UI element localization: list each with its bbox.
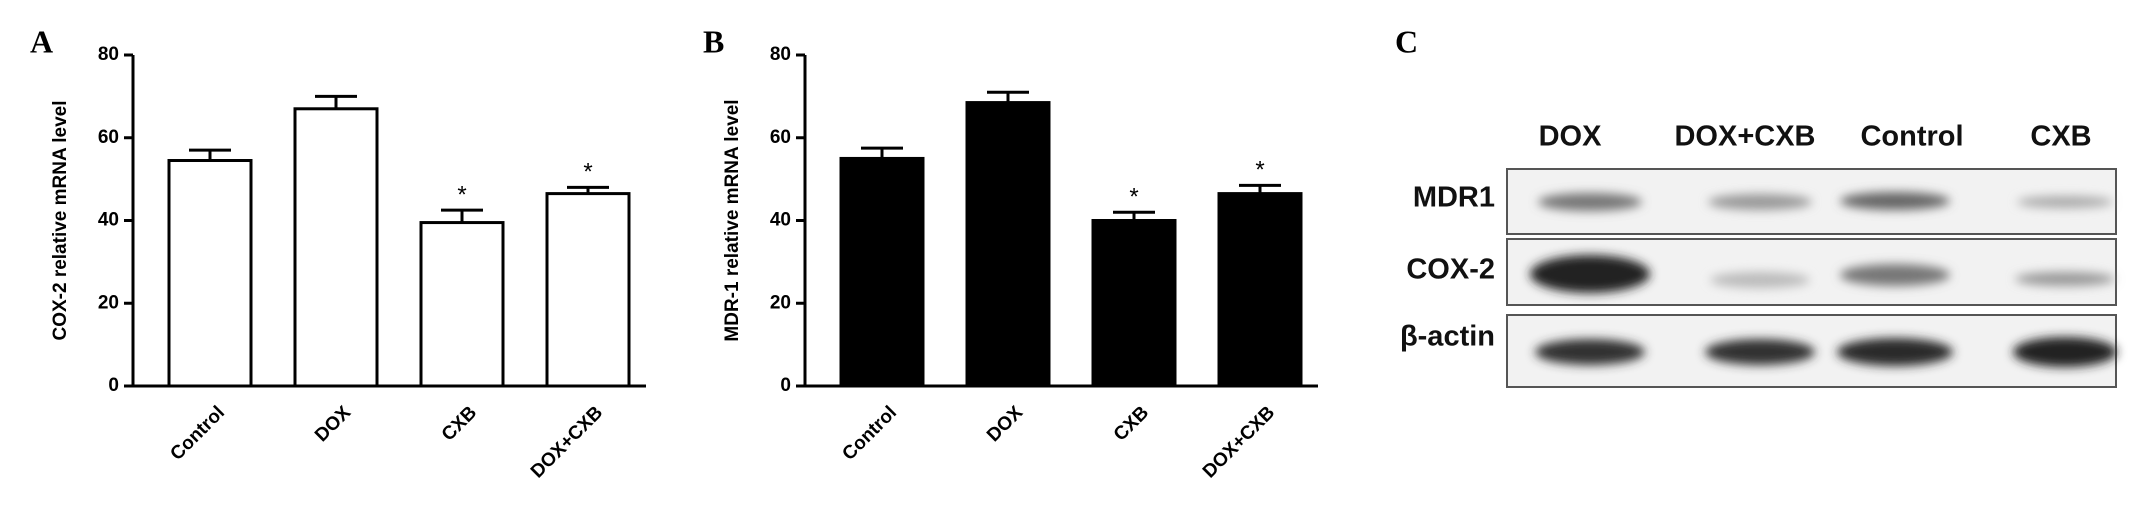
bar — [1217, 192, 1303, 388]
bar — [839, 156, 925, 388]
y-tick-label: 60 — [98, 127, 119, 148]
bar — [293, 107, 379, 388]
y-tick-label: 0 — [108, 375, 119, 396]
lane-label: CXB — [2030, 121, 2091, 153]
panel-label: A — [30, 23, 53, 59]
significance: * — [583, 159, 592, 186]
y-axis-label: COX-2 relative mRNA level — [50, 100, 71, 340]
y-tick-label: 40 — [98, 210, 119, 231]
bar — [167, 159, 253, 388]
x-tick-label: DOX — [311, 402, 355, 446]
y-tick-label: 0 — [780, 375, 791, 396]
significance: * — [1129, 184, 1138, 211]
y-tick-label: 80 — [98, 44, 119, 65]
x-tick-label: DOX+CXB — [1199, 402, 1279, 482]
row-label: COX-2 — [1406, 254, 1495, 286]
y-tick-label: 20 — [770, 292, 791, 313]
bar — [419, 221, 505, 388]
significance: * — [457, 182, 466, 209]
lane-label: DOX+CXB — [1674, 121, 1815, 153]
bar — [965, 101, 1051, 388]
blot — [1506, 168, 2117, 388]
lane-label: Control — [1860, 121, 1963, 153]
y-tick-label: 80 — [770, 44, 791, 65]
lane-label: DOX — [1539, 121, 1603, 153]
row-label: MDR1 — [1413, 182, 1495, 214]
significance: * — [1255, 157, 1264, 184]
panel-label: C — [1395, 23, 1418, 59]
x-tick-label: DOX — [983, 402, 1027, 446]
y-tick-label: 60 — [770, 127, 791, 148]
x-tick-label: CXB — [438, 402, 481, 445]
x-tick-label: Control — [166, 402, 229, 465]
x-tick-label: DOX+CXB — [527, 402, 607, 482]
panel-label: B — [703, 23, 724, 59]
y-axis-label: MDR-1 relative mRNA level — [722, 99, 743, 341]
x-tick-label: CXB — [1110, 402, 1153, 445]
bar — [545, 192, 631, 388]
bar — [1091, 219, 1177, 388]
y-tick-label: 20 — [98, 292, 119, 313]
row-label: β-actin — [1400, 321, 1495, 353]
x-tick-label: Control — [838, 402, 901, 465]
y-tick-label: 40 — [770, 210, 791, 231]
